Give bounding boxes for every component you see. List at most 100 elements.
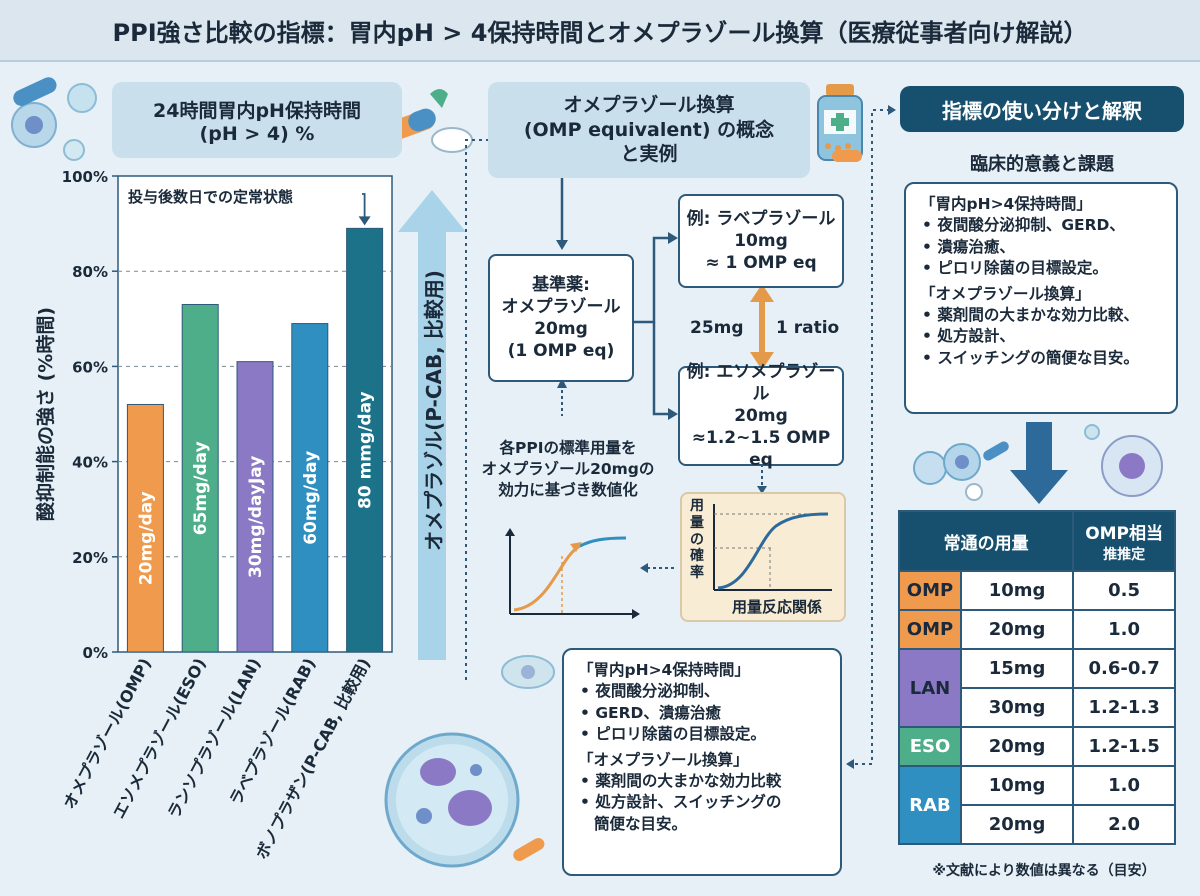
title-bar: PPI強さ比較の指標：胃内pH > 4保持時間とオメプラゾール換算（医療従事者向… [0,0,1200,62]
table-drug-cell: RAB [898,765,962,845]
eso-box-line1: 例: エソメプラゾール [686,361,836,404]
table-dose-cell: 20mg [959,726,1075,767]
annotation-arrowhead [358,216,371,226]
table-row: 30mg 1.2-1.3 [899,687,1176,728]
dose-x-label: 用量反応関係 [731,598,822,616]
table-eq-cell: 1.0 [1072,609,1176,650]
y-tick-label: 20% [72,549,108,567]
bar [181,304,219,653]
middle-note-h1: 「胃内pH>4保持時間」 [578,661,750,679]
rab-box-line3: ≈ 1 OMP eq [705,253,817,274]
dose-y-char: の [690,531,704,548]
page-title: PPI強さ比較の指標：胃内pH > 4保持時間とオメプラゾール換算（医療従事者向… [112,18,1088,47]
omp-equivalent-table: 常通の用量 OMP相当 推推定 OMP 10mg 0.5 OMP 20mg 1.… [897,510,1176,845]
table-row: LAN 15mg 0.6-0.7 [898,648,1176,728]
table-footnote: ※文献により数値は異なる（目安） [932,863,1156,879]
right-note-item: 夜間酸分泌抑制、GERD、 [920,215,1162,236]
dose-y-char: 量 [690,514,704,531]
annotation-arrow [362,193,366,221]
arrow-label: オメプラゾル(P-CAB, 比較用) [421,269,446,551]
middle-header-line2: (OMP equivalent) の概念 [523,118,775,141]
table-col2-line2: 推推定 [1103,546,1146,563]
dose-y-char: 確 [690,548,704,565]
table-drug-cell: OMP [898,609,962,650]
bar-chart: 0%20%40%60%80%100%酸抑制能の強さ (%時間)20mg/dayオ… [34,168,393,862]
up-arrow-icon [398,190,466,660]
pill-cell-decoration-icon [11,77,97,161]
bar [346,227,384,653]
y-tick-label: 80% [72,263,108,281]
table-dose-cell: 10mg [959,765,1075,806]
down-arrow-cells-icon [913,422,1163,504]
dose-y-char: 用 [690,498,704,514]
right-note-box: 「胃内pH>4保持時間」 夜間酸分泌抑制、GERD、 潰瘍治癒、 ピロリ除菌の目… [904,182,1178,414]
arrow-label-wrap: オメプラゾル(P-CAB, 比較用) [406,200,458,620]
table-dose-cell: 20mg [959,609,1075,650]
table-eq-cell: 1.0 [1072,765,1176,806]
right-note-item: 処方設計、 [920,326,1162,347]
table-header-row: 常通の用量 OMP相当 推推定 [897,510,1176,572]
right-subheader: 臨床的意義と課題 [970,154,1114,175]
explain-line3: 効力に基づき数値化 [498,480,638,499]
rab-box-line2: 10mg [734,230,788,251]
bar-value-label: 60mg/day [301,451,321,545]
table-eq-cell: 1.2-1.3 [1072,687,1176,728]
table-eq-cell: 2.0 [1072,804,1176,845]
table-dose-cell: 15mg [959,648,1075,689]
dose-y-label: 用 量 の 確 率 [688,498,706,582]
table-row: OMP 10mg 0.5 [898,570,1176,611]
table-col2-header: OMP相当 推推定 [1072,510,1176,572]
middle-note-tail: 簡便な目安。 [594,814,688,833]
dose-y-char: 率 [690,565,704,582]
steady-state-annotation: 投与後数日での定常状態 [128,188,293,206]
bar-value-label: 30mg/dayJay [246,456,266,578]
microbe-cell-icon [384,732,545,868]
table-row: 20mg 2.0 [899,804,1176,845]
right-note-item: 潰瘍治癒、 [920,237,1162,258]
right-panel-header: 指標の使い分けと解釈 [900,86,1184,132]
table-dose-cell: 30mg [959,687,1075,728]
rab-box-line1: 例: ラベプラゾール [686,208,836,229]
small-pill-icon [832,150,862,162]
y-tick-label: 100% [62,168,108,186]
bar [291,323,329,653]
x-category-label: ボノプラザン(P-CAB, 比較用) [252,655,374,862]
base-box-line2: オメプラゾール [501,296,621,317]
middle-note-item: 薬剤間の大まかな効力比較 [578,771,826,792]
explain-line2: オメプラゾール20mgの [481,459,655,478]
bar [236,361,274,653]
table-eq-cell: 0.5 [1072,570,1176,611]
middle-note-item: GERD、潰瘍治癒 [578,703,826,724]
y-axis-label: 酸抑制能の強さ (%時間) [34,307,57,521]
table-dose-cell: 20mg [959,804,1075,845]
eso-box-line3: ≈1.2~1.5 OMP eq [691,428,831,471]
bar [126,403,164,653]
table-row: OMP 20mg 1.0 [898,609,1176,650]
right-note-h1: 「胃内pH>4保持時間」 [920,195,1092,213]
left-header-line2: (pH > 4) % [199,122,315,145]
right-connector [846,105,896,769]
left-panel-header: 24時間胃内pH保持時間 (pH > 4) % [112,82,402,158]
middle-panel-header: オメプラゾール換算 (OMP equivalent) の概念 と実例 [488,82,810,178]
middle-header-line1: オメプラゾール換算 [563,93,735,116]
explain-line1: 各PPIの標準用量を [499,439,637,457]
rab-example-box: 例: ラベプラゾール 10mg ≈ 1 OMP eq [678,194,844,288]
table-drug-cell: ESO [898,726,962,767]
base-box-line3: 20mg [534,319,588,339]
left-header-line1: 24時間胃内pH保持時間 [153,99,361,122]
bar-value-label: 80 mmg/day [356,391,376,509]
table-row: ESO 20mg 1.2-1.5 [898,726,1176,767]
small-curve-icon [505,528,640,619]
dose-response-curve-icon [713,504,832,591]
right-note-item: ピロリ除菌の目標設定。 [920,258,1162,279]
ratio-left-label: 25mg [690,318,744,338]
y-tick-label: 0% [83,644,108,662]
table-drug-cell: LAN [898,648,962,728]
table-col2-line1: OMP相当 [1085,523,1164,544]
small-cell-icon [501,655,555,689]
table-drug-cell: OMP [898,570,962,611]
middle-note-item: 処方設計、スイッチングの [578,792,826,813]
ratio-right-label: 1 ratio [776,318,840,338]
bar-value-label: 20mg/day [136,491,156,585]
table-eq-cell: 0.6-0.7 [1072,648,1176,689]
